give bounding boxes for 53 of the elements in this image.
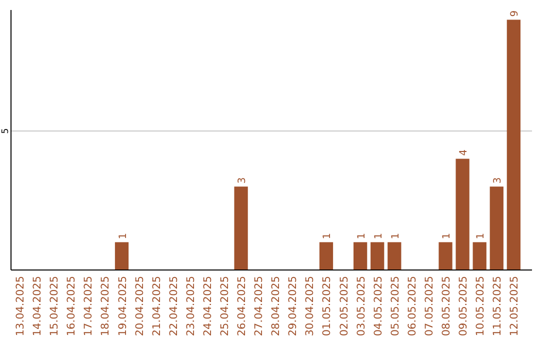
x-tick-label: 08.05.2025: [440, 276, 453, 336]
x-tick-label: 22.04.2025: [168, 276, 180, 336]
bar: [472, 242, 486, 270]
data-label: 1: [118, 232, 129, 240]
x-tick-label: 20.04.2025: [134, 276, 146, 336]
data-label: 3: [492, 177, 504, 184]
data-label: 1: [373, 232, 384, 240]
x-tick-label: 29.04.2025: [287, 276, 300, 336]
x-tick-label: 17.04.2025: [82, 276, 95, 336]
data-label: 1: [322, 232, 334, 240]
x-tick-label: 30.04.2025: [304, 276, 316, 336]
x-tick-label: 10.05.2025: [474, 276, 487, 336]
data-label: 1: [356, 232, 368, 240]
bar: [114, 242, 129, 270]
x-tick-label: 02.05.2025: [338, 276, 350, 336]
x-tick-label: 16.04.2025: [66, 276, 78, 336]
x-tick-label: 23.04.2025: [184, 276, 197, 336]
data-label: 1: [442, 232, 453, 240]
x-tick-label: 12.05.2025: [508, 276, 521, 336]
x-tick-label: 18.04.2025: [100, 276, 112, 336]
bar: [490, 186, 504, 270]
x-tick-label: 15.04.2025: [48, 276, 61, 336]
x-tick-label: 24.04.2025: [202, 276, 214, 336]
x-tick-label: 04.05.2025: [372, 276, 384, 336]
bar: [456, 158, 470, 270]
bar: [388, 242, 402, 270]
x-tick-label: 14.04.2025: [32, 276, 44, 336]
bar: [370, 242, 384, 270]
x-tick-label: 05.05.2025: [389, 276, 402, 336]
x-tick-label: 06.05.2025: [406, 276, 418, 336]
x-tick-label: 13.04.2025: [14, 276, 27, 336]
bar: [354, 242, 368, 270]
x-tick-label: 19.04.2025: [116, 276, 129, 336]
x-tick-label: 28.04.2025: [270, 276, 282, 336]
bar: [506, 20, 520, 270]
x-tick-label: 09.05.2025: [458, 276, 470, 336]
y-tick-label: 5: [1, 128, 11, 134]
data-label: 1: [390, 232, 402, 240]
x-tick-label: 01.05.2025: [321, 276, 334, 336]
data-label: 1: [476, 232, 487, 240]
x-tick-label: 27.04.2025: [253, 276, 266, 336]
x-tick-label: 11.05.2025: [492, 276, 504, 336]
x-tick-label: 03.05.2025: [355, 276, 368, 336]
x-tick-label: 07.05.2025: [423, 276, 436, 336]
x-tick-label: 26.04.2025: [236, 276, 248, 336]
x-tick-label: 21.04.2025: [150, 276, 163, 336]
data-label: 4: [458, 149, 470, 156]
bar: [234, 186, 248, 270]
data-label: 3: [237, 177, 248, 184]
x-tick-label: 25.04.2025: [219, 276, 231, 336]
bar: [438, 242, 452, 270]
data-label: 9: [510, 10, 521, 17]
bar: [319, 242, 334, 270]
